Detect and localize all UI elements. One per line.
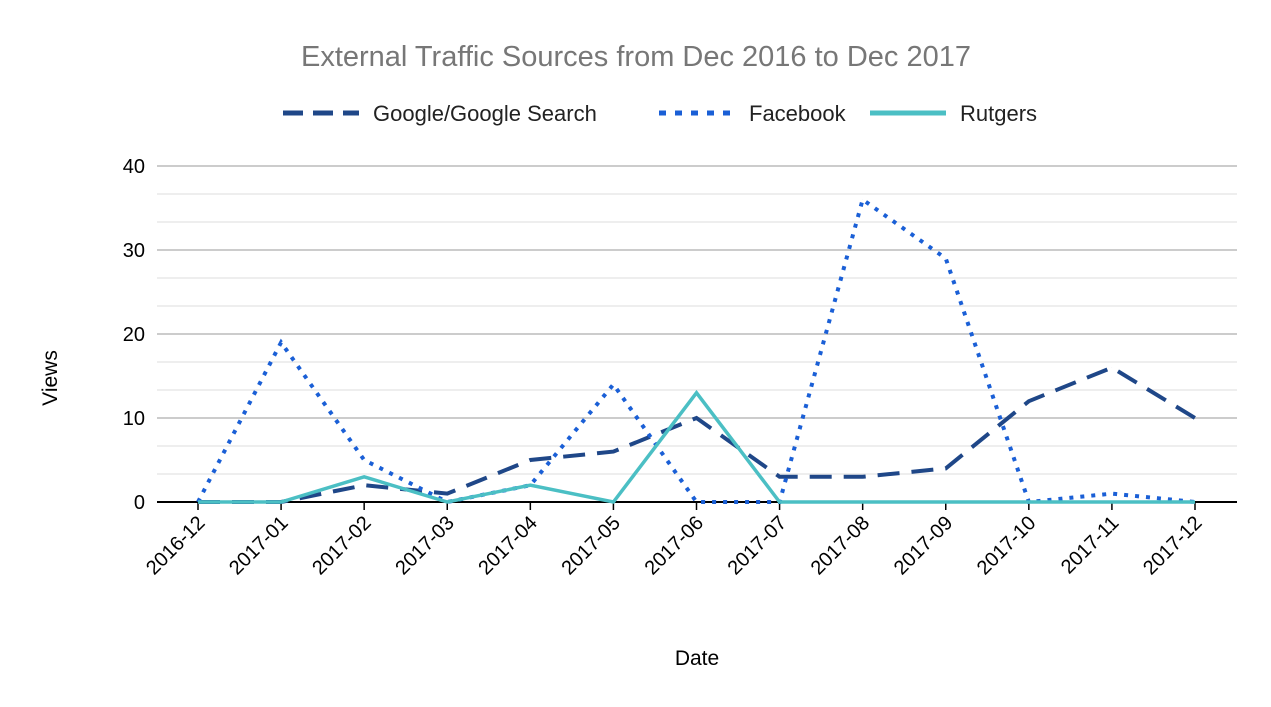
x-tick-label: 2017-10 — [973, 512, 1040, 579]
x-tick-label: 2017-03 — [391, 512, 458, 579]
x-tick-label: 2017-01 — [225, 512, 292, 579]
y-axis-label: Views — [39, 350, 62, 406]
x-axis-label: Date — [675, 647, 719, 670]
chart-title: External Traffic Sources from Dec 2016 t… — [301, 41, 971, 73]
series-line-rutgers — [198, 389, 1195, 504]
x-tick-label: 2017-02 — [308, 512, 375, 579]
x-tick-label: 2016-12 — [142, 512, 209, 579]
x-tick-label: 2017-04 — [474, 512, 541, 579]
x-tick-label: 2017-12 — [1139, 512, 1206, 579]
x-tick-label: 2017-09 — [890, 512, 957, 579]
x-tick-label: 2017-07 — [724, 512, 791, 579]
y-tick-label: 10 — [123, 408, 145, 430]
y-tick-label: 20 — [123, 324, 145, 346]
x-tick-label: 2017-05 — [557, 512, 624, 579]
x-tick-label: 2017-08 — [807, 512, 874, 579]
gridlines — [157, 165, 1237, 475]
x-tick-label: 2017-11 — [1057, 512, 1123, 578]
legend-label: Google/Google Search — [373, 101, 597, 126]
y-axis: 0 10 20 30 40 — [123, 156, 145, 514]
y-tick-label: 0 — [134, 492, 145, 514]
legend-label: Rutgers — [960, 101, 1037, 126]
y-tick-label: 40 — [123, 156, 145, 178]
legend-label: Facebook — [749, 101, 847, 126]
y-tick-label: 30 — [123, 240, 145, 262]
x-axis: 2016-12 2017-01 2017-02 2017-03 2017-04 2017-… — [142, 501, 1237, 579]
legend: Google/Google Search Facebook Rutgers — [283, 101, 1037, 126]
series-lines — [196, 196, 1197, 505]
series-line-facebook — [196, 196, 1196, 505]
x-tick-label: 2017-06 — [641, 512, 708, 579]
